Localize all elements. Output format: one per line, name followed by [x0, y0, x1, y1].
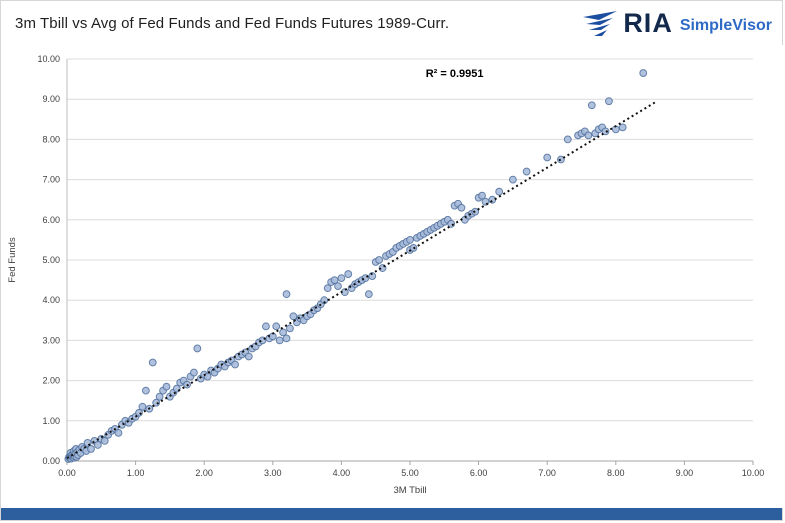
- logo-ria-text: RIA: [623, 8, 673, 39]
- x-tick-label: 1.00: [127, 468, 145, 478]
- scatter-point: [344, 270, 353, 278]
- logo-simplevisor-text: SimpleVisor: [679, 16, 772, 34]
- scatter-point: [275, 336, 284, 345]
- scatter-point: [87, 444, 95, 453]
- scatter-point: [286, 324, 294, 333]
- scatter-point: [323, 284, 332, 292]
- y-tick-label: 8.00: [42, 134, 60, 144]
- x-tick-label: 10.00: [742, 468, 765, 478]
- x-tick-label: 8.00: [607, 468, 625, 478]
- x-tick-label: 0.00: [58, 468, 76, 478]
- scatter-point: [605, 97, 613, 105]
- y-tick-label: 5.00: [42, 255, 60, 265]
- scatter-point: [509, 175, 517, 184]
- y-tick-label: 3.00: [42, 335, 60, 345]
- y-tick-label: 4.00: [42, 295, 60, 305]
- y-tick-label: 7.00: [42, 174, 60, 184]
- ria-eagle-icon: [583, 10, 618, 36]
- ria-simplevisor-logo: RIA SimpleVisor: [582, 10, 772, 38]
- scatter-point: [100, 436, 109, 445]
- y-tick-label: 6.00: [42, 215, 60, 225]
- scatter-point: [282, 334, 291, 343]
- scatter-point: [488, 195, 497, 204]
- scatter-point: [193, 344, 202, 353]
- footer-accent-bar: [1, 508, 782, 520]
- scatter-point: [262, 322, 270, 331]
- scatter-point: [114, 428, 123, 437]
- x-tick-label: 6.00: [470, 468, 488, 478]
- scatter-point: [478, 191, 486, 200]
- scatter-point: [557, 155, 565, 164]
- scatter-point: [244, 352, 253, 361]
- scatter-point: [618, 123, 627, 132]
- scatter-point: [138, 402, 147, 411]
- x-tick-label: 3.00: [264, 468, 282, 478]
- scatter-point: [330, 276, 339, 284]
- scatter-point: [457, 203, 466, 212]
- scatter-point: [93, 440, 102, 449]
- scatter-point: [190, 368, 198, 377]
- x-tick-label: 4.00: [333, 468, 351, 478]
- scatter-point: [375, 255, 384, 264]
- x-tick-label: 7.00: [538, 468, 556, 478]
- chart-header: 3m Tbill vs Avg of Fed Funds and Fed Fun…: [1, 1, 782, 45]
- scatter-point: [587, 101, 596, 109]
- scatter-point: [231, 360, 239, 369]
- scatter-point: [368, 272, 377, 280]
- scatter-point: [601, 127, 610, 136]
- scatter-point: [406, 235, 414, 244]
- scatter-point: [152, 398, 161, 407]
- x-tick-label: 9.00: [676, 468, 694, 478]
- x-axis-title: 3M Tbill: [393, 485, 426, 496]
- y-tick-label: 2.00: [42, 375, 60, 385]
- scatter-point: [543, 153, 552, 162]
- scatter-point: [141, 386, 150, 395]
- y-tick-label: 9.00: [42, 94, 60, 104]
- y-tick-label: 1.00: [42, 416, 60, 426]
- r-squared-annotation: R² = 0.9951: [426, 68, 484, 80]
- scatter-point: [522, 167, 531, 176]
- scatter-point: [282, 290, 291, 298]
- y-tick-label: 10.00: [37, 54, 60, 64]
- scatter-point: [334, 282, 342, 290]
- scatter-point: [272, 322, 281, 331]
- x-tick-label: 2.00: [195, 468, 213, 478]
- scatter-point: [279, 328, 287, 337]
- scatter-point: [364, 290, 373, 298]
- scatter-point: [563, 135, 572, 144]
- scatter-point: [584, 131, 593, 140]
- scatter-plot: 0.00 1.00 2.00 3.00 4.00 5.00 6.00 7.00 8.00 9.00…: [1, 44, 785, 509]
- scatter-point: [155, 392, 164, 401]
- scatter-point: [495, 187, 504, 196]
- scatter-point: [639, 69, 648, 77]
- scatter-point: [289, 312, 298, 321]
- scatter-point: [148, 358, 157, 367]
- chart-title: 3m Tbill vs Avg of Fed Funds and Fed Fun…: [15, 15, 450, 33]
- scatter-point: [337, 274, 346, 282]
- scatter-point: [162, 382, 171, 391]
- y-tick-label: 0.00: [42, 456, 60, 466]
- x-tick-label: 5.00: [401, 468, 419, 478]
- y-axis-title: Fed Funds: [7, 237, 18, 283]
